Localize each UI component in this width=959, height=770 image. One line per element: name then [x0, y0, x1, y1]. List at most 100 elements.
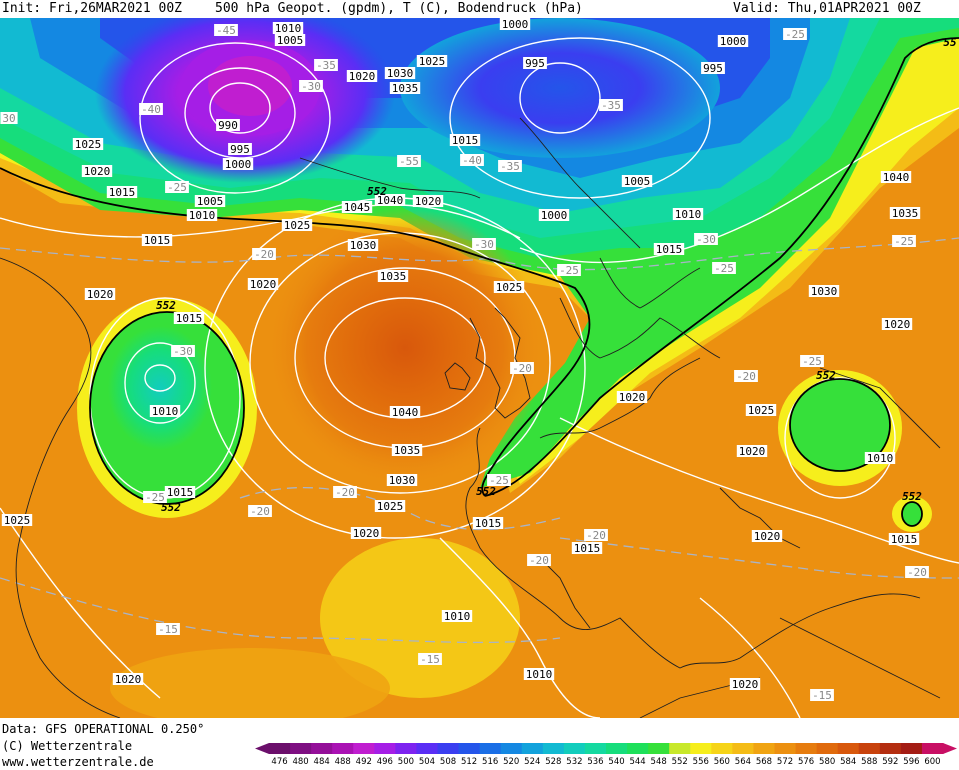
- pressure-label-box: [341, 201, 373, 213]
- pressure-label-box: [729, 678, 761, 690]
- pressure-label: 995: [701, 62, 725, 75]
- pressure-label-text: 1025: [284, 219, 311, 232]
- temperature-label-box: [214, 24, 238, 36]
- temperature-label: -35: [498, 160, 522, 173]
- weather-map[interactable]: 1010100510001025103010201035995100099599…: [0, 18, 959, 718]
- geopotential-labels: 552 552 552 552 552 552 55: [156, 36, 957, 514]
- pressure-label-text: 1000: [225, 158, 252, 171]
- legend-swatch: [753, 743, 775, 754]
- temperature-label-text: -30: [301, 80, 321, 93]
- pressure-label: 1030: [384, 67, 416, 80]
- pressure-label-box: [149, 405, 181, 417]
- pressure-label-box: [272, 22, 304, 34]
- pressure-label-box: [808, 285, 840, 297]
- geopotential-label: 552: [816, 369, 836, 382]
- legend-swatch: [311, 743, 333, 754]
- edge-label-box: [0, 112, 18, 124]
- temperature-label-box: [599, 99, 623, 111]
- pressure-label-text: 995: [525, 57, 545, 70]
- map-header: Init: Fri,26MAR2021 00Z 500 hPa Geopot. …: [0, 0, 959, 18]
- legend-swatch: [458, 743, 481, 754]
- temperature-label-text: -25: [167, 181, 187, 194]
- pressure-label-box: [346, 70, 378, 82]
- temperature-label-text: -30: [696, 233, 716, 246]
- pressure-label-box: [194, 195, 226, 207]
- temperature-label-text: -25: [802, 355, 822, 368]
- pressure-label-box: [412, 195, 444, 207]
- geopotential-label: 552: [156, 299, 176, 312]
- pressure-label-text: 1015: [109, 186, 136, 199]
- temperature-label-box: [527, 554, 551, 566]
- edge-label-text: 30: [2, 112, 15, 125]
- legend-swatch: [606, 743, 628, 754]
- pressure-label-text: 1000: [502, 18, 529, 31]
- pressure-label-box: [391, 444, 423, 456]
- temperature-label-text: -20: [529, 554, 549, 567]
- pressure-label-box: [523, 668, 555, 680]
- pressure-label: 1025: [281, 219, 313, 232]
- temperature-label-text: -20: [736, 370, 756, 383]
- legend-tick-label: 524: [524, 757, 540, 767]
- website-label: www.wetterzentrale.de: [2, 755, 154, 769]
- legend-swatch: [353, 743, 375, 754]
- legend-tick-label: 528: [545, 757, 561, 767]
- pressure-label-text: 1025: [748, 404, 775, 417]
- pressure-label-box: [881, 318, 913, 330]
- legend-swatch: [437, 743, 460, 754]
- pressure-label: 1010: [149, 405, 181, 418]
- pressure-label-text: 1010: [526, 668, 553, 681]
- pressure-label-box: [864, 452, 896, 464]
- geopotential-label-text: 55: [943, 36, 957, 49]
- temperature-label-box: [248, 505, 272, 517]
- temperature-label-box: [584, 529, 608, 541]
- pressure-label-box: [384, 67, 416, 79]
- temperature-label-text: -20: [512, 362, 532, 375]
- pressure-label-text: 1015: [176, 312, 203, 325]
- temperature-label-box: [487, 474, 511, 486]
- temperature-label-box: [800, 355, 824, 367]
- legend-tick-label: 508: [440, 757, 456, 767]
- legend-tick-label: 520: [503, 757, 519, 767]
- pressure-label-box: [416, 55, 448, 67]
- color-legend: 476 480 484 488 492 496 500 504 508 512 516 520 524 5…: [255, 743, 957, 767]
- temperature-label-text: -30: [173, 345, 193, 358]
- temperature-label-box: [314, 59, 338, 71]
- pressure-label-text: 1040: [392, 406, 419, 419]
- pressure-label-text: 1020: [732, 678, 759, 691]
- pressure-label-box: [493, 281, 525, 293]
- data-source-label: Data: GFS OPERATIONAL 0.250°: [2, 722, 205, 736]
- pressure-label-box: [72, 138, 104, 150]
- pressure-label-text: 1015: [574, 542, 601, 555]
- pressure-label: 1015: [449, 134, 481, 147]
- legend-tick-label: 580: [819, 757, 835, 767]
- pressure-label-box: [736, 445, 768, 457]
- temperature-label-text: -25: [894, 235, 914, 248]
- geopotential-label-text: 552: [367, 185, 387, 198]
- geopotential-fill: [0, 18, 959, 718]
- pressure-label-box: [653, 243, 685, 255]
- legend-tick-label: 560: [714, 757, 730, 767]
- temperature-label-text: -35: [500, 160, 520, 173]
- temperature-label-text: -25: [145, 491, 165, 504]
- pressure-label-text: 1020: [739, 445, 766, 458]
- pressure-label-text: 1015: [452, 134, 479, 147]
- geopotential-label: 552: [367, 185, 387, 198]
- pressure-label: 1025: [374, 500, 406, 513]
- temperature-label-text: -20: [254, 248, 274, 261]
- pressure-label: 1015: [141, 234, 173, 247]
- legend-tick-label: 600: [924, 757, 940, 767]
- legend-left-arrow: [255, 743, 269, 754]
- temperature-label-box: [510, 362, 534, 374]
- pressure-label-box: [350, 527, 382, 539]
- temperature-label-box: [397, 155, 421, 167]
- pressure-label-text: 1035: [892, 207, 919, 220]
- pressure-label: 1020: [112, 673, 144, 686]
- pressure-label-text: 1040: [883, 171, 910, 184]
- temperature-label: -25: [487, 474, 511, 487]
- pressure-label-text: 1015: [475, 517, 502, 530]
- pressure-label-text: 1010: [152, 405, 179, 418]
- pressure-label-box: [222, 158, 254, 170]
- pressure-label: 1000: [538, 209, 570, 222]
- pressure-label-text: 1020: [87, 288, 114, 301]
- legend-swatch: [837, 743, 860, 754]
